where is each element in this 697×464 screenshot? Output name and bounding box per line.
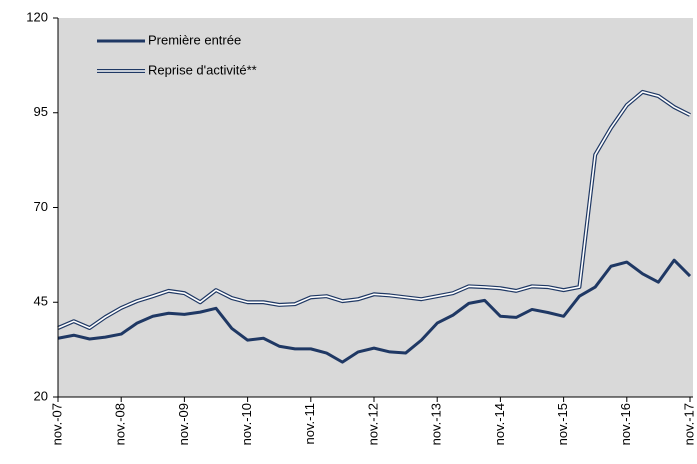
x-tick-label: nov.-08	[113, 403, 128, 445]
x-tick-label: nov.-07	[49, 403, 64, 445]
y-tick-label: 45	[34, 294, 48, 309]
x-tick-label: nov.-15	[555, 403, 570, 445]
x-tick-label: nov.-12	[365, 403, 380, 445]
y-tick-label: 70	[34, 199, 48, 214]
y-tick-label: 120	[26, 9, 48, 24]
x-tick-label: nov.-11	[302, 403, 317, 444]
x-tick-label: nov.-09	[176, 403, 191, 445]
x-tick-label: nov.-17	[681, 403, 696, 445]
line-series-inner	[57, 91, 691, 329]
x-tick-label: nov.-16	[618, 403, 633, 445]
x-tick-label: nov.-10	[239, 403, 254, 445]
x-tick-label: nov.-13	[429, 403, 444, 445]
y-tick-label: 95	[34, 104, 48, 119]
legend-label: Première entrée	[148, 32, 241, 47]
line-series	[57, 258, 692, 364]
x-tick-label: nov.-14	[492, 403, 507, 445]
legend-label: Reprise d'activité**	[148, 62, 257, 77]
y-tick-label: 20	[34, 388, 48, 403]
